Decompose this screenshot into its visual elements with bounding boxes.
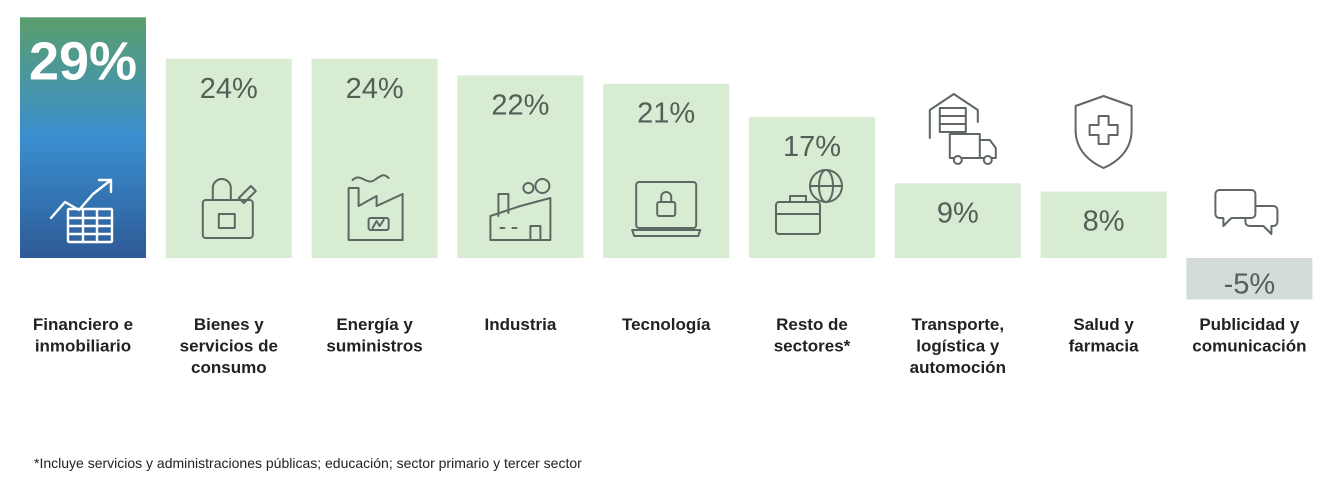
value-label-9: -5% [1224, 269, 1276, 301]
bar-9 [1186, 258, 1313, 300]
category-label-2: Bienes y servicios de consumo [180, 315, 278, 377]
warehouse-truck-icon [928, 93, 997, 165]
category-label-7: Transporte, logística y automoción [910, 315, 1006, 377]
shopping-bag-icon [201, 178, 257, 239]
value-label-5: 21% [637, 98, 695, 130]
value-label-3: 24% [346, 73, 404, 105]
category-label-4: Industria [485, 315, 557, 334]
growth-chart-icon [49, 178, 114, 244]
chat-bubbles-icon [1214, 189, 1279, 235]
category-label-1: Financiero e inmobiliario [33, 315, 133, 356]
briefcase-globe-icon [775, 169, 843, 235]
value-label-1: 29% [29, 31, 137, 91]
category-label-6: Resto de sectores* [774, 315, 851, 356]
value-label-2: 24% [200, 73, 258, 105]
value-label-4: 22% [491, 89, 549, 121]
category-label-3: Energía y suministros [326, 315, 422, 356]
value-label-7: 9% [937, 197, 979, 229]
footnote: *Incluye servicios y administraciones pú… [34, 455, 582, 471]
bar-7 [894, 183, 1021, 258]
factory-energy-icon [347, 174, 404, 241]
shield-cross-icon [1074, 95, 1133, 169]
value-label-8: 8% [1083, 206, 1125, 238]
factory-icon [489, 178, 552, 241]
laptop-lock-icon [631, 181, 702, 237]
value-label-6: 17% [783, 131, 841, 163]
bar-8 [1040, 191, 1167, 258]
bar-4 [457, 75, 584, 259]
category-label-5: Tecnología [622, 315, 711, 334]
category-label-9: Publicidad y comunicación [1192, 315, 1306, 356]
bar-2 [165, 58, 292, 258]
category-label-8: Salud y farmacia [1069, 315, 1139, 356]
